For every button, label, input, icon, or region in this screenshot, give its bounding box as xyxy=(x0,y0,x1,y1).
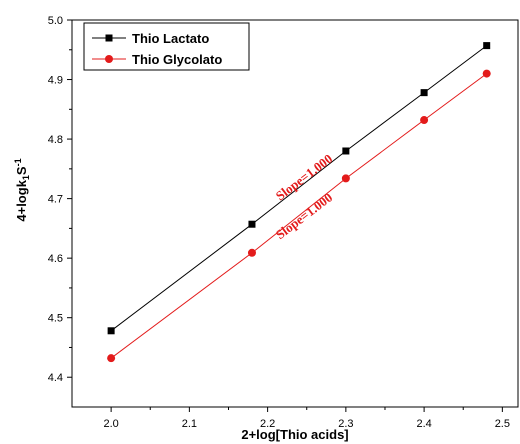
y-tick-label: 4.5 xyxy=(48,313,63,325)
x-axis-title: 2+log[Thio acids] xyxy=(241,427,348,442)
x-tick-label: 2.3 xyxy=(338,418,353,430)
data-point-thio-lactato xyxy=(483,42,491,50)
data-point-thio-glycolato xyxy=(341,174,350,183)
y-tick-label: 4.6 xyxy=(48,253,63,265)
legend-marker-thio-lactato xyxy=(105,34,113,42)
legend-label-thio-glycolato: Thio Glycolato xyxy=(132,52,222,67)
x-tick-label: 2.5 xyxy=(495,418,510,430)
legend: Thio Lactato Thio Glycolato xyxy=(83,22,250,71)
legend-marker-thio-glycolato xyxy=(105,55,113,63)
y-tick-label: 4.8 xyxy=(48,134,63,146)
x-tick-label: 2.4 xyxy=(416,418,431,430)
y-tick-label: 4.4 xyxy=(48,372,63,384)
x-tick-label: 2.1 xyxy=(182,418,197,430)
data-point-thio-lactato xyxy=(107,327,115,335)
y-axis-title-sub: 1 xyxy=(21,175,31,180)
data-point-thio-lactato xyxy=(342,147,350,155)
data-point-thio-lactato xyxy=(248,220,256,228)
y-axis-title-main: 4+logk xyxy=(14,179,29,221)
x-tick-label: 2.0 xyxy=(103,418,118,430)
x-tick-label: 2.2 xyxy=(260,418,275,430)
y-axis-title-tail: S xyxy=(14,166,29,175)
axes: 2.0 2.1 2.2 2.3 2.4 2.5 4.4 4.5 4.6 4.7 4.8 4.9 5.0 xyxy=(48,15,519,430)
y-tick-label: 4.9 xyxy=(48,75,63,87)
data-point-thio-glycolato xyxy=(107,354,116,363)
y-axis-title-sup: -1 xyxy=(13,158,23,166)
data-point-thio-glycolato xyxy=(420,116,429,125)
data-point-thio-lactato xyxy=(420,89,428,97)
series-layer xyxy=(107,42,491,363)
y-tick-label: 4.7 xyxy=(48,194,63,206)
legend-label-thio-lactato: Thio Lactato xyxy=(132,31,209,46)
y-axis-title: 4+logk1S-1 xyxy=(13,158,31,221)
data-point-thio-glycolato xyxy=(482,69,491,78)
data-point-thio-glycolato xyxy=(247,248,256,257)
legend-box xyxy=(83,22,250,71)
y-tick-label: 5.0 xyxy=(48,15,63,27)
plot-frame xyxy=(71,19,519,408)
